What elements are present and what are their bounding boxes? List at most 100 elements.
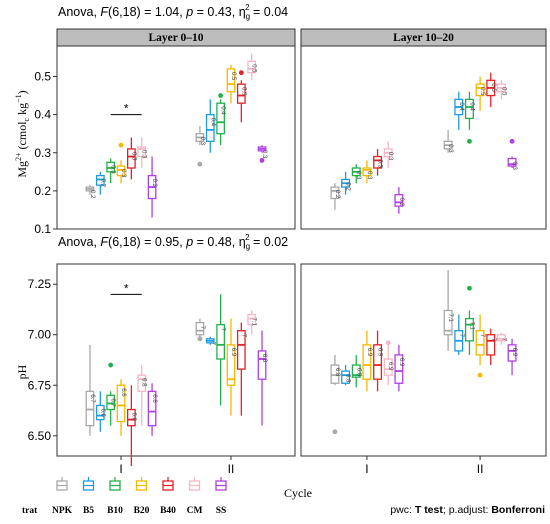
box-b20 (362, 344, 372, 380)
box-npk (330, 364, 340, 384)
box-b20 (116, 384, 126, 423)
mean-label: 0.3 (511, 161, 517, 170)
box-b5 (95, 174, 105, 186)
mean-label: 6.8 (141, 378, 147, 387)
mean-label: 0.3 (387, 152, 393, 161)
x-tick-label: I (365, 462, 368, 476)
box-b10 (106, 161, 116, 173)
x-axis-label: Cycle (284, 486, 312, 500)
mean-label: 0.5 (479, 87, 485, 96)
plot-area: 0.1 0.2 0.3 0.4 0.5 Layer 0–10 0.2 0.2 0.3 0.3 0.3… (28, 28, 547, 476)
mean-label: 7.1 (468, 322, 474, 331)
mean-label: 6.6 (130, 413, 136, 422)
box-b20 (475, 83, 485, 97)
box-b10 (464, 317, 474, 342)
outlier-point (477, 372, 483, 378)
box-ss (507, 344, 517, 362)
y-tick-label: 0.3 (34, 146, 51, 160)
mean-label: 0.3 (110, 165, 116, 174)
y-tick-label: 0.4 (34, 108, 51, 122)
mean-label: 0.5 (500, 87, 506, 96)
mean-label: 6.9 (377, 348, 383, 357)
mean-label: 6.9 (398, 358, 404, 367)
mean-label: 6.9 (511, 348, 517, 357)
mean-label: 0.2 (151, 179, 157, 188)
box-b40 (373, 344, 383, 380)
box-b20 (362, 167, 372, 177)
facet-strip-label: Layer 0–10 (148, 32, 203, 44)
box-b5 (95, 404, 105, 421)
outlier-point (385, 340, 391, 346)
mean-label: 6.8 (355, 368, 361, 377)
anova-text-mg: Anova, F(6,18) = 1.04, p = 0.43, ηg2 = 0… (58, 3, 288, 21)
legend-label-npk: NPK (52, 506, 73, 516)
outlier-point (259, 157, 265, 163)
box-ss (147, 390, 157, 427)
mean-label: 0.2 (89, 190, 95, 199)
box-npk (85, 390, 95, 427)
panel-frame (300, 263, 547, 457)
box-b40 (486, 334, 496, 356)
y-tick-label: 0.5 (34, 70, 51, 84)
box-b40 (373, 155, 383, 169)
mean-label: 7 (199, 326, 205, 330)
panel-frame (300, 45, 547, 230)
y-axis-label-mg: Mg2+ (cmolc kg−1) (14, 90, 31, 177)
y-tick-label: 6.50 (28, 429, 52, 443)
outlier-point (197, 161, 203, 167)
legend-label-cm: CM (187, 506, 203, 516)
mean-label: 0.5 (240, 87, 246, 96)
y-tick-label: 0.2 (34, 184, 51, 198)
mean-label: 0.4 (220, 106, 226, 115)
mean-label: 0.5 (251, 64, 257, 73)
box-npk (330, 186, 340, 200)
box-ss (394, 194, 404, 207)
mean-label: 7 (490, 338, 496, 342)
box-b10 (464, 98, 474, 120)
mean-label: 0.5 (230, 72, 236, 81)
mean-label: 7.1 (251, 318, 257, 327)
mean-label: 0.3 (120, 169, 126, 178)
mean-label: 7 (220, 328, 226, 332)
anova-text-ph: Anova, F(6,18) = 0.95, p = 0.48, ηg2 = 0… (58, 233, 288, 251)
y-tick-label: 0.1 (34, 222, 51, 236)
box-cm (383, 358, 393, 376)
box-cm (137, 146, 147, 158)
box-b40 (126, 408, 136, 427)
box-b10 (106, 394, 116, 411)
box-cm (137, 374, 147, 392)
footer-note: pwc: T test; p.adjust: Bonferroni (390, 504, 545, 516)
mean-label: 6.8 (334, 368, 340, 377)
x-tick-label: I (119, 462, 122, 476)
box-b20 (116, 165, 126, 177)
box-cm (247, 60, 257, 74)
box-cm (247, 313, 257, 326)
mean-label: 0.3 (199, 137, 205, 146)
legend-label-b10: B10 (107, 506, 123, 516)
mean-label: 6.7 (89, 394, 95, 403)
mean-label: 0.4 (209, 118, 215, 127)
mean-label: 0.2 (99, 179, 105, 188)
mean-label: 7 (500, 338, 506, 342)
legend-label-ss: SS (216, 506, 227, 516)
mean-label: 0.3 (130, 152, 136, 161)
box-b20 (226, 344, 236, 386)
legend-label-b5: B5 (83, 506, 94, 516)
outlier-point (467, 285, 472, 291)
legend-label-b40: B40 (160, 506, 176, 516)
box-b20 (475, 330, 485, 356)
mean-label: 0.3 (447, 144, 453, 153)
significance-star: * (124, 102, 129, 116)
mean-label: 0.3 (377, 160, 383, 169)
y-tick-label: 7.00 (28, 328, 52, 342)
mean-label: 6.8 (261, 354, 267, 363)
panel-frame (56, 263, 296, 457)
box-ss (257, 350, 267, 380)
box-b40 (236, 83, 246, 104)
outlier-point (197, 336, 203, 342)
box-b10 (216, 323, 226, 360)
x-tick-label: II (477, 462, 484, 476)
facet-strip-label: Layer 10–20 (393, 32, 454, 44)
mean-label: 6.9 (387, 362, 393, 371)
